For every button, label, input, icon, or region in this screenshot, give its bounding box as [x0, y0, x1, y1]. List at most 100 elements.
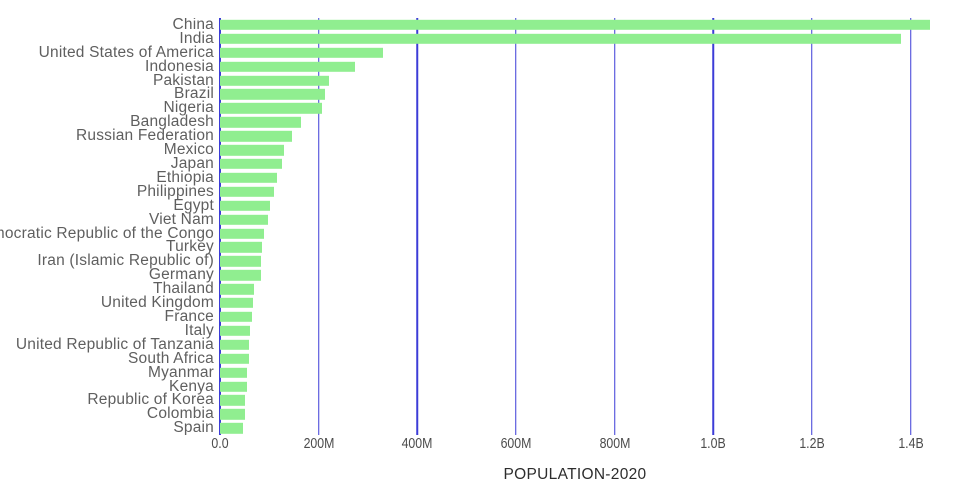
- country-label: Mexico: [163, 141, 214, 159]
- population-bar-russian-federation[interactable]: [220, 131, 292, 142]
- country-label-row: Pakistan: [0, 72, 217, 89]
- x-tick-label: 600M: [500, 436, 532, 452]
- country-label-row: Egypt: [0, 197, 217, 214]
- population-bar-iran-islamic-republic-of[interactable]: [220, 256, 262, 267]
- population-bar-united-republic-of-tanzania[interactable]: [220, 339, 250, 350]
- population-bar-united-states-of-america[interactable]: [220, 47, 384, 58]
- country-label-row: Iran (Islamic Republic of): [0, 252, 217, 269]
- country-label-row: United Kingdom: [0, 294, 217, 312]
- population-bar-pakistan[interactable]: [220, 75, 329, 86]
- bar-row: [220, 296, 930, 310]
- gridline-1.0B: [712, 18, 715, 435]
- population-bar-china[interactable]: [220, 19, 930, 31]
- bar-row: [220, 199, 930, 213]
- bar-row: [220, 366, 930, 380]
- country-label-row: South Africa: [0, 349, 217, 367]
- country-label-row: Russian Federation: [0, 127, 217, 145]
- bar-row: [220, 74, 930, 88]
- country-label: China: [172, 18, 214, 33]
- country-label-row: Viet Nam: [0, 210, 217, 228]
- population-bar-spain[interactable]: [220, 423, 244, 434]
- country-label: Thailand: [152, 280, 214, 298]
- population-bar-egypt[interactable]: [220, 200, 271, 211]
- gridline-1.4B: [909, 18, 912, 435]
- y-axis-labels: China India United States of America Indone…: [0, 18, 217, 435]
- y-axis-line: [219, 18, 221, 435]
- country-label-row: United States of America: [0, 43, 217, 61]
- population-bar-republic-of-korea[interactable]: [220, 395, 246, 406]
- population-bar-italy[interactable]: [220, 325, 250, 337]
- bar-row: [220, 227, 930, 241]
- gridline-200M: [317, 18, 320, 435]
- bar-row: [220, 171, 930, 185]
- country-label-row: India: [0, 30, 217, 47]
- population-bar-colombia[interactable]: [220, 409, 246, 420]
- bar-row: [220, 18, 930, 32]
- population-bar-south-africa[interactable]: [220, 353, 250, 364]
- country-label-row: Kenya: [0, 377, 217, 395]
- population-bar-bangladesh[interactable]: [220, 117, 302, 128]
- population-bar-philippines[interactable]: [220, 186, 275, 198]
- x-tick-label: 1.4B: [897, 436, 924, 452]
- country-label: United States of America: [38, 43, 214, 61]
- x-tick-label: 800M: [599, 436, 631, 452]
- country-label: Colombia: [146, 405, 214, 423]
- population-bar-myanmar[interactable]: [220, 367, 247, 378]
- country-label-row: Italy: [0, 322, 217, 339]
- country-label: South Africa: [128, 349, 214, 367]
- country-label: United Kingdom: [100, 294, 214, 312]
- country-label-row: Brazil: [0, 85, 217, 102]
- population-bar-india[interactable]: [220, 33, 901, 45]
- bar-row: [220, 101, 930, 115]
- population-bar-thailand[interactable]: [220, 283, 255, 295]
- country-label-row: Spain: [0, 419, 217, 435]
- population-bar-france[interactable]: [220, 311, 253, 323]
- country-label-row: Colombia: [0, 405, 217, 423]
- bar-row: [220, 393, 930, 407]
- gridline-400M: [416, 18, 419, 435]
- bar-row: [220, 407, 930, 421]
- country-label-row: Republic of Korea: [0, 391, 217, 408]
- population-bar-viet-nam[interactable]: [220, 214, 268, 225]
- country-label-row: Turkey: [0, 238, 217, 255]
- population-bar-nigeria[interactable]: [220, 103, 322, 114]
- bar-row: [220, 268, 930, 282]
- country-label: Indonesia: [144, 57, 214, 75]
- population-bar-kenya[interactable]: [220, 381, 247, 392]
- country-label: Russian Federation: [75, 127, 214, 145]
- bar-row: [220, 115, 930, 129]
- country-label: United Republic of Tanzania: [15, 335, 214, 353]
- bar-row: [220, 380, 930, 394]
- x-tick-label: 1.2B: [799, 436, 825, 452]
- country-label-row: United Republic of Tanzania: [0, 335, 217, 353]
- country-label: Spain: [173, 419, 214, 435]
- bar-row: [220, 32, 930, 46]
- country-label-row: Philippines: [0, 183, 217, 200]
- population-bar-brazil[interactable]: [220, 89, 325, 100]
- x-axis-ticks: 0.0 200M 400M 600M 800M 1.0B 1.2B 1.4B: [211, 436, 930, 452]
- country-label: Viet Nam: [148, 210, 214, 228]
- bar-row: [220, 213, 930, 227]
- population-bar-indonesia[interactable]: [220, 61, 355, 72]
- x-tick-label: 0.0: [211, 436, 229, 452]
- bar-row: [220, 157, 930, 171]
- population-bar-mexico[interactable]: [220, 144, 284, 156]
- bar-row: [220, 185, 930, 199]
- bar-row: [220, 88, 930, 102]
- population-bar-democratic-republic-of-the-congo[interactable]: [220, 228, 265, 239]
- country-label: Kenya: [169, 377, 214, 395]
- bar-row: [220, 254, 930, 268]
- population-bar-germany[interactable]: [220, 270, 262, 281]
- x-tick-label: 200M: [303, 436, 335, 452]
- x-tick-label: 400M: [401, 436, 433, 452]
- country-label-row: Myanmar: [0, 364, 217, 381]
- country-label-row: Ethiopia: [0, 169, 217, 186]
- population-bar-turkey[interactable]: [220, 242, 262, 253]
- x-tick-label: 1.0B: [700, 436, 726, 452]
- population-bar-ethiopia[interactable]: [220, 172, 277, 184]
- population-bar-japan[interactable]: [220, 158, 283, 170]
- bar-row: [220, 421, 930, 435]
- country-label-row: Germany: [0, 266, 217, 283]
- population-bar-united-kingdom[interactable]: [220, 297, 254, 309]
